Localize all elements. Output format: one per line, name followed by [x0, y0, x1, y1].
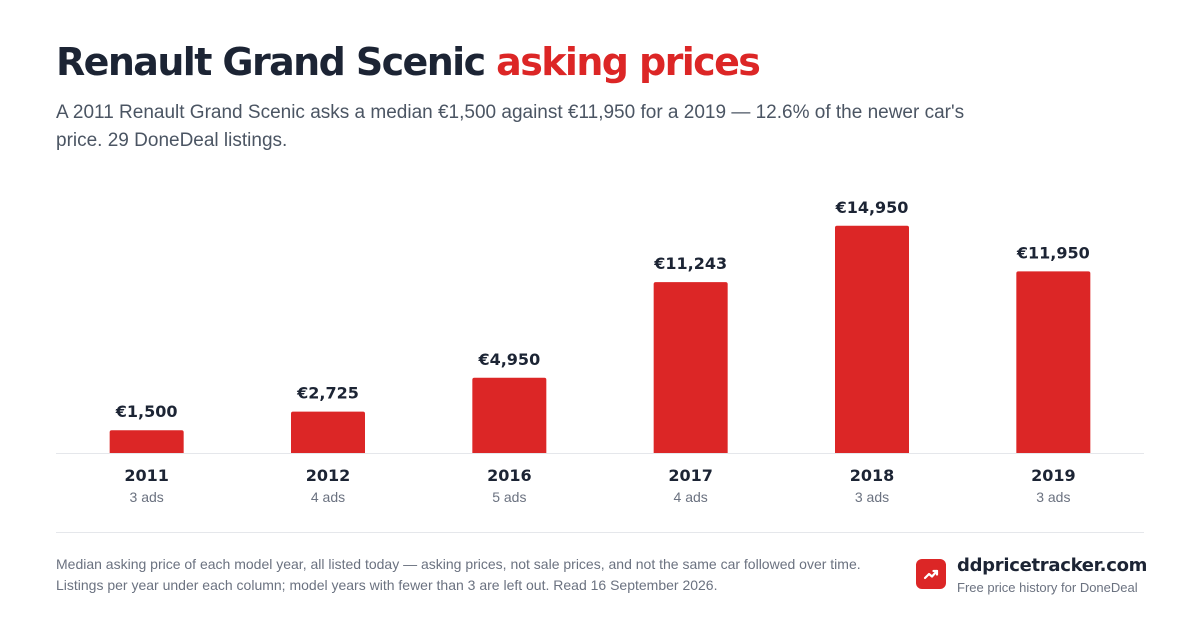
listing-count-label: 3 ads: [1036, 489, 1070, 505]
bar-group: €11,950 2019 3 ads: [1016, 243, 1091, 505]
bar: [291, 411, 365, 453]
brand-tagline: Free price history for DoneDeal: [957, 580, 1138, 595]
bar-chart: €1,500 2011 3 ads €2,725 2012 4 ads €4,950 2016…: [56, 198, 1144, 505]
bar-value-label: €11,243: [653, 254, 727, 273]
bar-group: €2,725 2012 4 ads: [291, 384, 365, 505]
bar: [109, 430, 184, 453]
title-accent: asking prices: [496, 40, 761, 84]
listing-count-label: 4 ads: [311, 489, 345, 505]
bar: [653, 282, 728, 453]
trend-up-icon: [916, 559, 946, 589]
brand-name[interactable]: ddpricetracker.com: [957, 555, 1148, 576]
title-main: Renault Grand Scenic: [56, 40, 486, 84]
x-tick-label: 2019: [1031, 466, 1076, 485]
bar: [472, 377, 547, 453]
x-tick-label: 2017: [668, 466, 713, 485]
bar-group: €1,500 2011 3 ads: [109, 402, 184, 505]
bar-group: €14,950 2018 3 ads: [835, 198, 909, 505]
bar-value-label: €2,725: [296, 384, 359, 403]
bar-group: €4,950 2016 5 ads: [472, 350, 547, 505]
bar-value-label: €11,950: [1016, 243, 1090, 262]
chart-title: Renault Grand Scenic asking prices: [56, 40, 761, 84]
bar-group: €11,243 2017 4 ads: [653, 254, 728, 505]
bar-value-label: €1,500: [115, 402, 178, 421]
bar: [835, 225, 909, 453]
listing-count-label: 4 ads: [674, 489, 708, 505]
chart-subtitle: A 2011 Renault Grand Scenic asks a media…: [56, 102, 965, 151]
bar-value-label: €14,950: [835, 198, 909, 217]
footer-divider: [56, 532, 1144, 533]
listing-count-label: 3 ads: [130, 489, 164, 505]
x-tick-label: 2016: [487, 466, 532, 485]
bar-value-label: €4,950: [477, 350, 540, 369]
x-tick-label: 2011: [124, 466, 169, 485]
methodology-note: Median asking price of each model year, …: [56, 556, 861, 593]
x-tick-label: 2018: [850, 466, 895, 485]
listing-count-label: 5 ads: [492, 489, 526, 505]
listing-count-label: 3 ads: [855, 489, 889, 505]
bar: [1016, 271, 1091, 453]
x-tick-label: 2012: [306, 466, 351, 485]
